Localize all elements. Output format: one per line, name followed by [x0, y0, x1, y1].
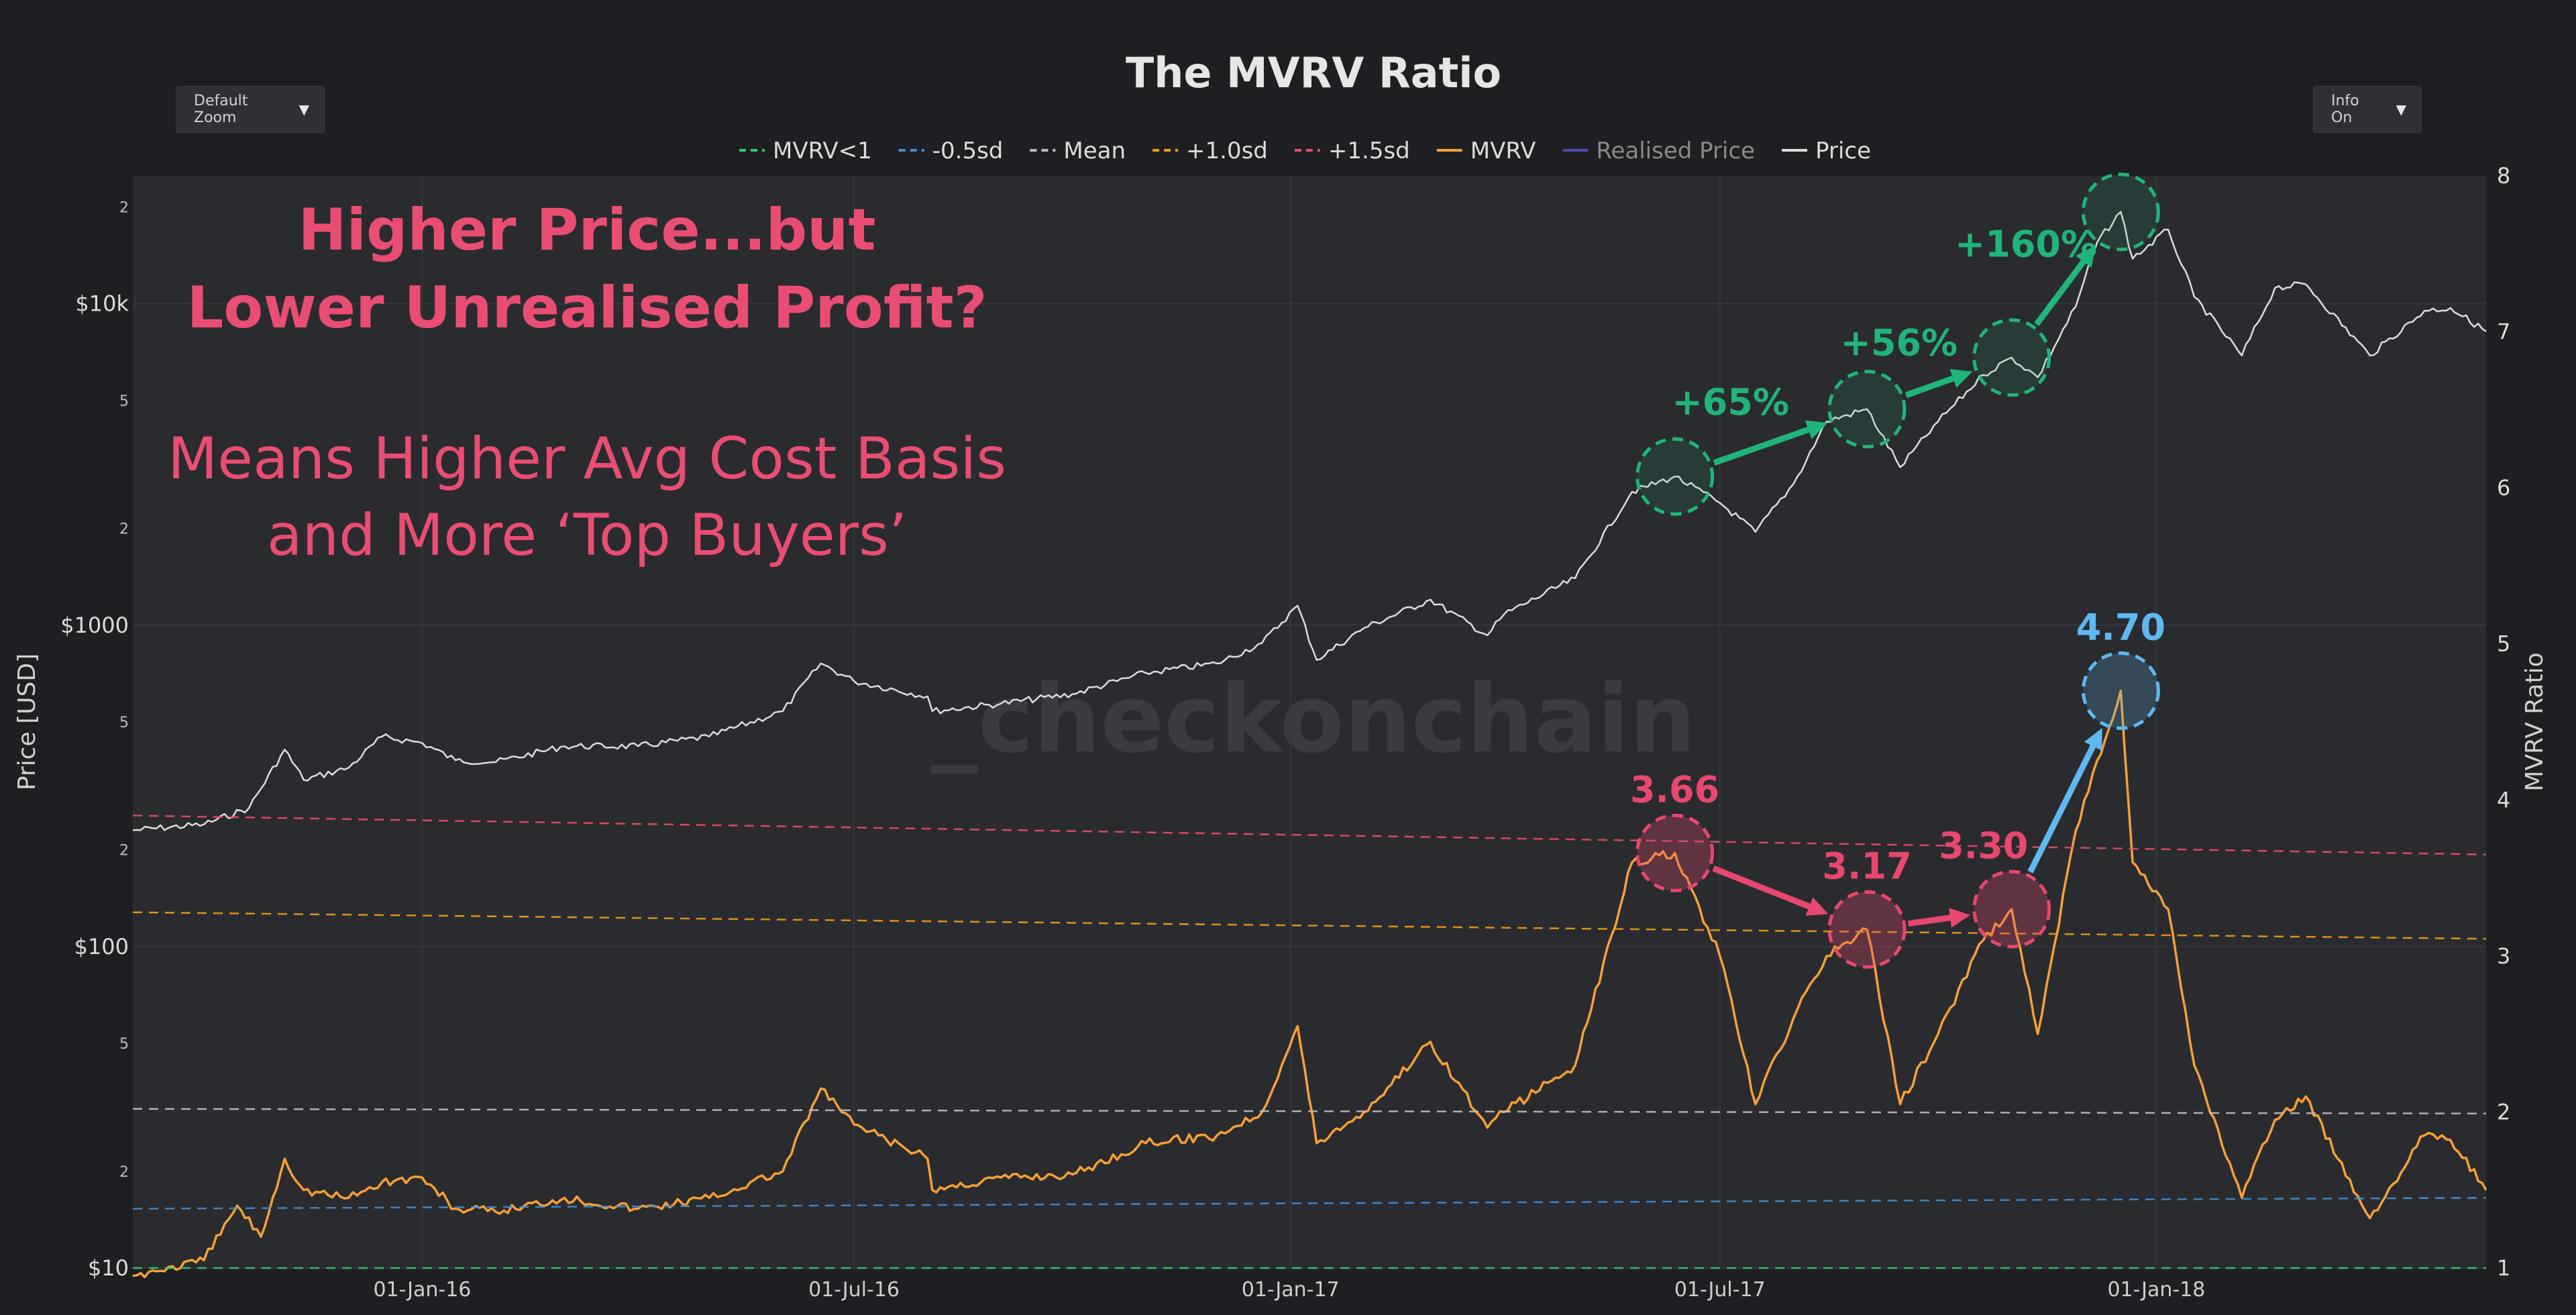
legend-item: MVRV<1 — [739, 138, 872, 164]
chart-title: The MVRV Ratio — [1126, 48, 1501, 97]
price-peak-circle — [2081, 172, 2160, 252]
y-tick-label-left: $100 — [74, 934, 129, 959]
legend-item: MVRV — [1436, 138, 1536, 164]
y-minor-tick-label: 2 — [119, 199, 129, 216]
mvrv-peak-arrow-head — [1805, 897, 1829, 916]
price-gain-label: +160% — [1955, 223, 2097, 265]
y-minor-tick-label: 2 — [119, 1164, 129, 1181]
price-gain-arrow — [2034, 258, 2088, 326]
legend-item: Price — [1782, 138, 1871, 164]
x-tick-label: 01-Jan-17 — [1242, 1278, 1340, 1302]
series-layer — [132, 211, 2487, 1279]
legend-item: +1.0sd — [1152, 138, 1268, 164]
mvrv-peak-circle — [1635, 813, 1715, 892]
y-tick-label-right: 3 — [2497, 943, 2510, 969]
legend-label: Mean — [1063, 138, 1126, 164]
y-tick-label-right: 6 — [2497, 475, 2510, 501]
y-tick-label-right: 2 — [2497, 1099, 2510, 1124]
series-line-mean — [132, 1108, 2487, 1114]
price-gain-arrow — [1904, 374, 1957, 399]
mvrv-peak-arrow — [1907, 914, 1953, 927]
x-tick-label: 01-Jan-18 — [2107, 1278, 2205, 1302]
x-tick-label: 01-Jan-16 — [373, 1278, 471, 1302]
series-line--1-0sd — [132, 911, 2487, 940]
mvrv-peak-circle — [1972, 870, 2051, 949]
plot-background — [133, 176, 2486, 1268]
series-line--1-5sd — [132, 814, 2487, 855]
series-line-mvrv — [132, 689, 2487, 1279]
legend-label: MVRV — [1470, 138, 1536, 164]
price-gain-arrow-head — [1805, 420, 1828, 439]
mvrv-peak-arrow-head — [1948, 908, 1971, 928]
mvrv-peak-label: 3.17 — [1822, 845, 1911, 887]
y-axis-label-left: Price [USD] — [13, 653, 41, 790]
price-gain-label: +56% — [1841, 321, 1958, 364]
zoom-dropdown[interactable]: Default Zoom ▼ — [176, 86, 325, 133]
legend-item: Realised Price — [1562, 138, 1755, 164]
legend-item: Mean — [1030, 138, 1126, 164]
y-minor-tick-label: 2 — [119, 521, 129, 538]
price-gain-arrow-head — [1949, 369, 1973, 388]
y-tick-label-right: 5 — [2497, 631, 2510, 657]
y-tick-label-left: $10 — [88, 1255, 129, 1281]
legend-label: MVRV<1 — [773, 138, 872, 164]
price-gain-label: +65% — [1672, 381, 1790, 423]
y-tick-label-right: 7 — [2497, 319, 2510, 345]
legend-label: +1.5sd — [1328, 138, 1410, 164]
mvrv-peak-label: 3.30 — [1939, 825, 2028, 867]
y-minor-tick-label: 5 — [119, 715, 129, 731]
subtext-line-1: Means Higher Avg Cost Basis — [168, 425, 1006, 492]
mvrv-peak-arrow — [2027, 743, 2097, 874]
chevron-down-icon: ▼ — [299, 101, 309, 117]
headline-line-2: Lower Unrealised Profit? — [186, 274, 987, 341]
legend: MVRV<1 -0.5sd Mean +1.0sd +1.5sd MVRV Realised… — [739, 138, 1871, 164]
mvrv-peak-arrow — [1712, 865, 1813, 910]
y-minor-tick-label: 2 — [119, 843, 129, 859]
annotations-layer: Higher Price...but Lower Unrealised Profi… — [168, 172, 2165, 969]
legend-item: +1.5sd — [1294, 138, 1410, 164]
price-gain-arrow — [1713, 426, 1812, 466]
legend-label: -0.5sd — [932, 138, 1004, 164]
y-tick-label-right: 1 — [2497, 1255, 2510, 1281]
price-peak-circle — [1972, 318, 2051, 397]
y-minor-tick-label: 5 — [119, 1036, 129, 1053]
chevron-down-icon: ▼ — [2396, 101, 2406, 117]
info-dropdown-label: Info On — [2331, 93, 2359, 126]
watermark: _checkonchain — [931, 665, 1697, 774]
series-line-price — [132, 211, 2487, 831]
mvrv-peak-label: 3.66 — [1630, 768, 1719, 810]
legend-label: Price — [1815, 138, 1871, 164]
x-tick-label: 01-Jul-16 — [808, 1278, 900, 1302]
price-peak-circle — [1827, 370, 1907, 449]
legend-label: Realised Price — [1596, 138, 1755, 164]
y-tick-label-right: 4 — [2497, 787, 2510, 812]
mvrv-peak-circle — [1827, 890, 1907, 969]
subtext-line-2: and More ‘Top Buyers’ — [267, 502, 907, 569]
y-axis-label-right: MVRV Ratio — [2521, 652, 2548, 791]
x-tick-label: 01-Jul-17 — [1674, 1278, 1766, 1302]
zoom-dropdown-label: Default Zoom — [194, 93, 248, 126]
headline-line-1: Higher Price...but — [298, 197, 875, 264]
y-tick-label-left: $1000 — [60, 613, 129, 638]
mvrv-peak-label: 4.70 — [2076, 606, 2165, 648]
mvrv-peak-circle — [2081, 651, 2160, 730]
legend-label: +1.0sd — [1186, 138, 1268, 164]
y-tick-label-right: 8 — [2497, 163, 2510, 189]
y-tick-label-left: $10k — [75, 291, 129, 317]
axis-ticks: 01-Jan-16 01-Jul-16 01-Jan-17 01-Jul-17 01-J… — [60, 163, 2510, 1302]
series-line--0-5sd — [132, 1197, 2487, 1210]
price-gain-arrow-head — [2076, 245, 2096, 268]
info-dropdown[interactable]: Info On ▼ — [2313, 86, 2422, 133]
mvrv-peak-arrow-head — [2084, 727, 2102, 751]
y-minor-tick-label: 5 — [119, 393, 129, 410]
legend-item: -0.5sd — [898, 138, 1004, 164]
price-peak-circle — [1635, 437, 1715, 516]
